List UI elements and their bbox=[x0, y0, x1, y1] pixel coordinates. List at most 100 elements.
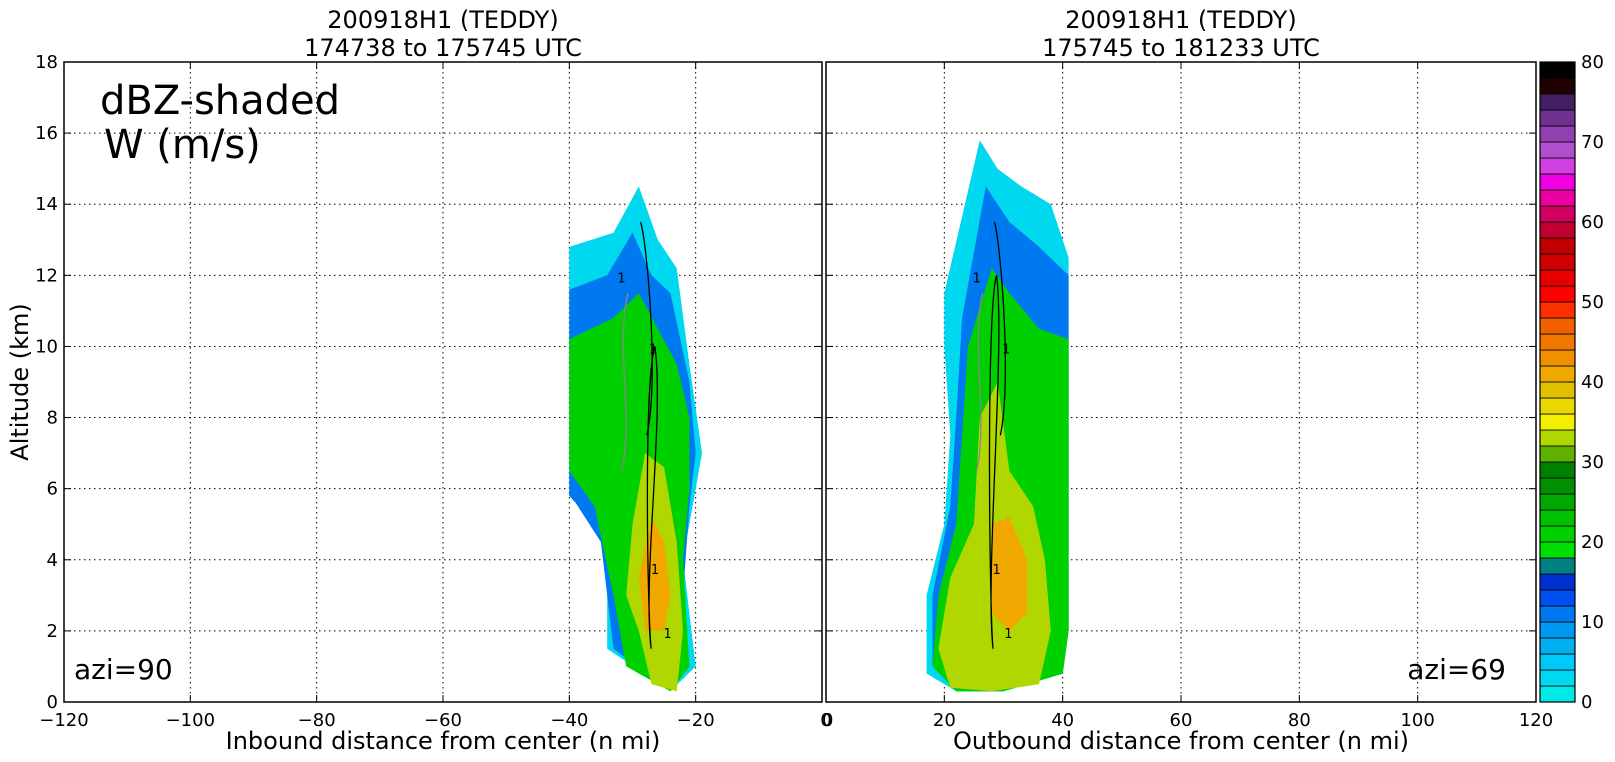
colorbar-tick-labels: 0 10 20 30 40 50 60 70 80 bbox=[1569, 52, 1604, 713]
y-tick-label: 8 bbox=[47, 408, 58, 429]
colorbar-swatch bbox=[1539, 477, 1576, 495]
w-contour-line bbox=[639, 221, 653, 436]
x-tick-label: 20 bbox=[933, 710, 956, 731]
x-tick-label: −60 bbox=[424, 710, 462, 731]
y-tick-label: 16 bbox=[35, 123, 58, 144]
colorbar-swatch bbox=[1539, 301, 1576, 319]
colorbar: 0 10 20 30 40 50 60 70 80 bbox=[1539, 52, 1604, 713]
left-title-line1: 200918H1 (TEDDY) bbox=[327, 6, 558, 34]
colorbar-tick-label: 30 bbox=[1581, 452, 1604, 473]
x-tick-label: −80 bbox=[298, 710, 336, 731]
colorbar-swatch bbox=[1539, 141, 1576, 159]
w-contour-line bbox=[646, 346, 659, 649]
left-dbz-shading bbox=[569, 186, 702, 692]
colorbar-tick-label: 80 bbox=[1581, 52, 1604, 73]
left-x-ticks: −120 −100 −80 −60 −40 −20 0 bbox=[39, 62, 832, 731]
colorbar-swatch bbox=[1539, 525, 1576, 543]
left-panel: 200918H1 (TEDDY) 174738 to 175745 UTC 11… bbox=[6, 6, 832, 755]
colorbar-tick-label: 40 bbox=[1581, 372, 1604, 393]
colorbar-swatch bbox=[1539, 493, 1576, 511]
right-x-axis-label: Outbound distance from center (n mi) bbox=[953, 727, 1409, 755]
x-tick-label: 0 bbox=[822, 710, 833, 731]
colorbar-swatch bbox=[1539, 317, 1576, 335]
w-contour-label: 1 bbox=[651, 563, 659, 578]
left-w-contours: 1 1 1 1 bbox=[617, 221, 672, 649]
y-tick-label: 18 bbox=[35, 52, 58, 73]
colorbar-swatch bbox=[1539, 637, 1576, 655]
x-tick-label: 120 bbox=[1519, 710, 1553, 731]
y-tick-label: 0 bbox=[47, 692, 58, 713]
colorbar-swatch bbox=[1539, 621, 1576, 639]
colorbar-swatch bbox=[1539, 669, 1576, 687]
colorbar-swatch bbox=[1539, 605, 1576, 623]
x-tick-label: −120 bbox=[39, 710, 88, 731]
w-contour-label: 1 bbox=[663, 627, 671, 642]
x-tick-label: 60 bbox=[1170, 710, 1193, 731]
w-contour-label: 1 bbox=[1004, 627, 1012, 642]
w-contour-label: 1 bbox=[649, 343, 657, 358]
colorbar-swatch bbox=[1539, 61, 1576, 79]
dbz-region bbox=[638, 517, 671, 631]
colorbar-tick-label: 20 bbox=[1581, 532, 1604, 553]
colorbar-swatch bbox=[1539, 413, 1576, 431]
y-tick-label: 10 bbox=[35, 336, 58, 357]
colorbar-swatch bbox=[1539, 173, 1576, 191]
w-contour-line bbox=[988, 275, 1000, 649]
right-title-line1: 200918H1 (TEDDY) bbox=[1065, 6, 1296, 34]
colorbar-tick-label: 50 bbox=[1581, 292, 1604, 313]
colorbar-swatch bbox=[1539, 445, 1576, 463]
right-x-ticks: 0 20 40 60 80 100 120 bbox=[822, 62, 1553, 731]
w-contour-label: 1 bbox=[973, 271, 981, 286]
right-y-ticks bbox=[826, 61, 1536, 703]
colorbar-swatch bbox=[1539, 557, 1576, 575]
w-contour-label: 1 bbox=[992, 563, 1000, 578]
colorbar-tick-label: 60 bbox=[1581, 212, 1604, 233]
left-annotation-dbz: dBZ-shaded bbox=[100, 78, 340, 124]
colorbar-swatch bbox=[1539, 461, 1576, 479]
left-annotation-w: W (m/s) bbox=[104, 122, 261, 168]
x-tick-label: −20 bbox=[677, 710, 715, 731]
x-tick-label: 100 bbox=[1400, 710, 1434, 731]
colorbar-swatch bbox=[1539, 349, 1576, 367]
colorbar-swatch bbox=[1539, 237, 1576, 255]
colorbar-swatch bbox=[1539, 221, 1576, 239]
w-contour-label: 1 bbox=[617, 271, 625, 286]
colorbar-swatch bbox=[1539, 93, 1576, 111]
colorbar-swatch bbox=[1539, 429, 1576, 447]
x-tick-label: −40 bbox=[550, 710, 588, 731]
y-axis-label: Altitude (km) bbox=[6, 303, 34, 460]
colorbar-swatch bbox=[1539, 397, 1576, 415]
w-contour-line bbox=[993, 221, 1007, 436]
right-azimuth-label: azi=69 bbox=[1407, 653, 1506, 686]
y-tick-label: 6 bbox=[47, 479, 58, 500]
colorbar-swatch bbox=[1539, 125, 1576, 143]
colorbar-swatch bbox=[1539, 381, 1576, 399]
w-contour-line bbox=[976, 292, 984, 472]
colorbar-swatch bbox=[1539, 253, 1576, 271]
colorbar-swatch bbox=[1539, 285, 1576, 303]
colorbar-swatch bbox=[1539, 333, 1576, 351]
colorbar-swatch bbox=[1539, 509, 1576, 527]
x-tick-label: 80 bbox=[1288, 710, 1311, 731]
x-tick-label: 40 bbox=[1051, 710, 1074, 731]
right-panel: 200918H1 (TEDDY) 175745 to 181233 UTC 11… bbox=[822, 6, 1553, 755]
w-contour-line bbox=[620, 292, 629, 472]
right-dbz-shading bbox=[926, 140, 1069, 692]
y-tick-label: 4 bbox=[47, 550, 58, 571]
x-tick-label: −100 bbox=[166, 710, 215, 731]
colorbar-tick-label: 0 bbox=[1581, 692, 1592, 713]
colorbar-swatch bbox=[1539, 589, 1576, 607]
colorbar-swatch bbox=[1539, 205, 1576, 223]
colorbar-swatch bbox=[1539, 653, 1576, 671]
left-x-axis-label: Inbound distance from center (n mi) bbox=[226, 727, 661, 755]
colorbar-swatch bbox=[1539, 541, 1576, 559]
x-tick-label: 0 bbox=[820, 710, 831, 731]
y-tick-label: 2 bbox=[47, 621, 58, 642]
colorbar-swatch bbox=[1539, 685, 1576, 703]
colorbar-swatch bbox=[1539, 157, 1576, 175]
colorbar-tick-label: 70 bbox=[1581, 132, 1604, 153]
left-y-ticks: 0 2 4 6 8 10 12 14 16 18 bbox=[35, 52, 822, 713]
left-title-line2: 174738 to 175745 UTC bbox=[304, 34, 582, 62]
colorbar-swatch bbox=[1539, 189, 1576, 207]
